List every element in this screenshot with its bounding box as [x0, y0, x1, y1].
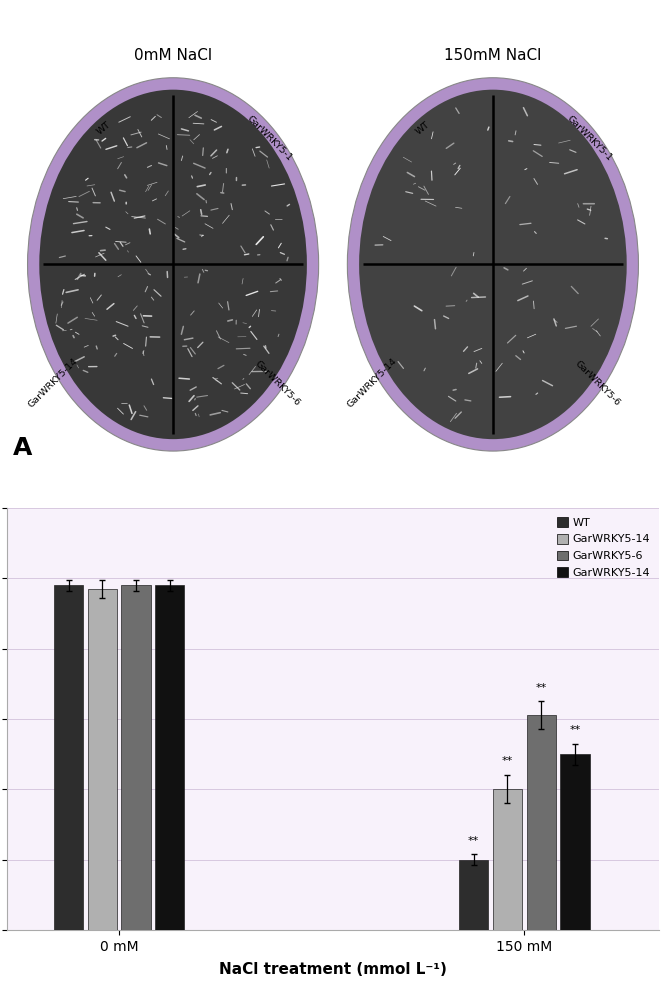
Bar [493, 789, 522, 930]
Bar [560, 754, 589, 930]
Text: A: A [13, 436, 33, 460]
Bar [54, 585, 83, 930]
Text: GarWRKY5-6: GarWRKY5-6 [253, 359, 302, 408]
Bar [527, 715, 556, 930]
Text: GarWRKY5-1: GarWRKY5-1 [565, 114, 613, 163]
Text: **: ** [501, 756, 513, 766]
Text: GarWRKY5-14: GarWRKY5-14 [346, 357, 399, 410]
Legend: WT, GarWRKY5-14, GarWRKY5-6, GarWRKY5-14: WT, GarWRKY5-14, GarWRKY5-6, GarWRKY5-14 [554, 513, 654, 582]
Bar [121, 585, 151, 930]
Bar [459, 860, 488, 930]
Ellipse shape [39, 90, 307, 439]
Bar [155, 585, 184, 930]
Text: **: ** [569, 725, 581, 735]
Text: WT: WT [95, 120, 112, 136]
Bar [88, 589, 117, 930]
Text: **: ** [468, 836, 480, 846]
Ellipse shape [359, 90, 627, 439]
Text: **: ** [535, 683, 547, 693]
Ellipse shape [348, 78, 639, 451]
Text: 150mM NaCl: 150mM NaCl [444, 48, 541, 63]
Text: 0mM NaCl: 0mM NaCl [134, 48, 212, 63]
Text: GarWRKY5-14: GarWRKY5-14 [26, 357, 79, 410]
Text: WT: WT [415, 120, 432, 136]
Ellipse shape [27, 78, 318, 451]
Text: GarWRKY5-6: GarWRKY5-6 [573, 359, 621, 408]
Text: GarWRKY5-1: GarWRKY5-1 [245, 114, 294, 163]
X-axis label: NaCl treatment (mmol L⁻¹): NaCl treatment (mmol L⁻¹) [219, 962, 447, 977]
